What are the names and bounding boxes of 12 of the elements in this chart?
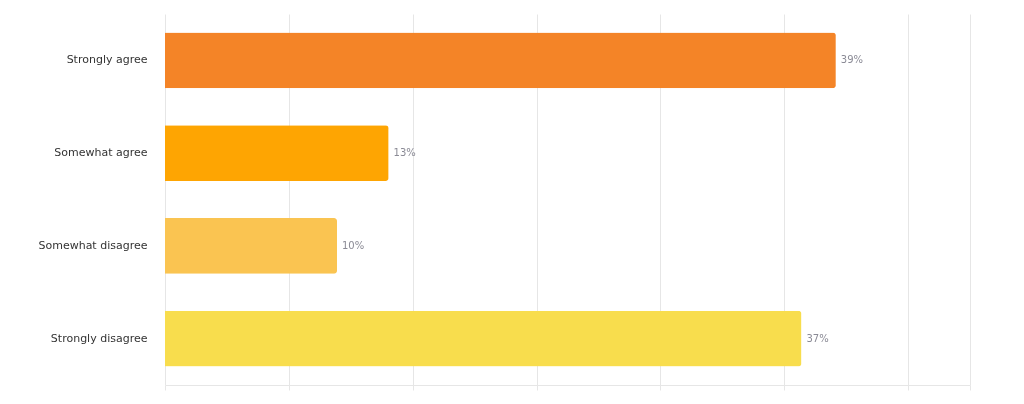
data-label: 37% xyxy=(806,332,829,344)
y-tick-label: Somewhat disagree xyxy=(38,238,148,252)
bar xyxy=(165,32,836,89)
bar xyxy=(165,125,389,181)
bar xyxy=(165,310,802,367)
bar xyxy=(165,218,338,274)
data-label: 39% xyxy=(840,54,864,66)
y-tick-label: Strongly agree xyxy=(66,53,148,67)
y-tick-label: Somewhat agree xyxy=(54,146,148,160)
data-label: 13% xyxy=(393,147,416,159)
y-tick-label: Strongly disagree xyxy=(50,331,148,345)
data-label: 10% xyxy=(342,239,365,251)
